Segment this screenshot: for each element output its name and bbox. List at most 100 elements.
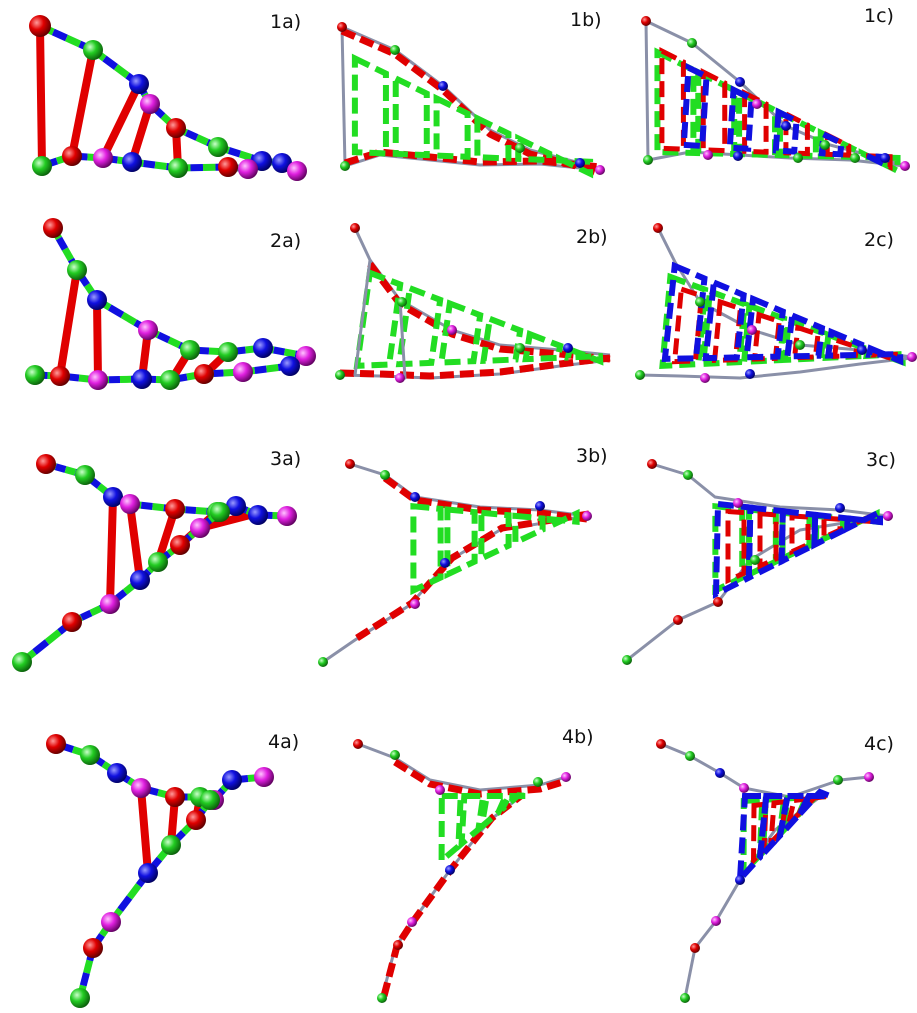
node-sphere [62, 146, 82, 166]
edge-segment [83, 959, 94, 974]
node-sphere [100, 594, 120, 614]
node-sphere [711, 916, 721, 926]
edge-segment [32, 639, 50, 655]
cell-outline [437, 299, 484, 366]
node-sphere [397, 297, 407, 307]
rod [56, 266, 81, 380]
panel-label-4c: 4c) [864, 733, 894, 755]
dashed-chain [367, 261, 611, 363]
node-sphere [713, 597, 723, 607]
panel-label-3b: 3b) [576, 445, 608, 467]
edge-segment [185, 129, 199, 141]
node-sphere [210, 502, 230, 522]
cell-outline [556, 153, 594, 179]
dashed-chain [355, 510, 590, 641]
node-sphere [186, 810, 206, 830]
cell-outline [791, 324, 821, 361]
node-sphere [850, 153, 860, 163]
edge-segment [71, 746, 83, 756]
edge-segment [156, 849, 168, 862]
edge-segment [55, 236, 69, 251]
node-sphere [595, 165, 605, 175]
node-sphere [36, 454, 56, 474]
node-sphere [445, 865, 455, 875]
node-sphere [745, 369, 755, 379]
node-sphere [93, 148, 113, 168]
edge-segment [154, 161, 167, 170]
node-sphere [46, 734, 66, 754]
node-sphere [715, 768, 725, 778]
edge-segment [199, 347, 210, 355]
node-sphere [673, 615, 683, 625]
edge-segment [78, 374, 89, 383]
node-sphere [287, 161, 307, 181]
cell-outline [767, 798, 789, 850]
node-sphere [447, 325, 457, 335]
cell-outline [671, 285, 705, 365]
cell-outline [661, 261, 708, 362]
edge-segment [157, 789, 168, 799]
node-sphere [238, 159, 258, 179]
node-sphere [337, 22, 347, 32]
edge-segment [283, 348, 296, 358]
node-sphere [377, 993, 387, 1003]
edge-segment [126, 883, 142, 900]
edge-segment [51, 28, 68, 42]
cell-outline [474, 113, 512, 162]
panel-2a [25, 218, 316, 390]
node-sphere [101, 912, 121, 932]
panel-4a [46, 734, 274, 1008]
panel-3b [318, 459, 592, 667]
node-sphere [438, 81, 448, 91]
node-sphere [907, 352, 917, 362]
node-sphere [410, 599, 420, 609]
edge-segment [156, 331, 171, 344]
cell-outline [478, 509, 512, 564]
node-sphere [43, 218, 63, 238]
node-sphere [233, 362, 253, 382]
node-sphere [733, 498, 743, 508]
edge-segment [273, 346, 286, 356]
node-sphere [148, 552, 168, 572]
node-sphere [795, 340, 805, 350]
panel-2b [335, 223, 611, 383]
node-sphere [685, 751, 695, 761]
node-sphere [87, 290, 107, 310]
rod [128, 100, 154, 166]
rod [340, 25, 347, 168]
panel-label-4a: 4a) [268, 731, 299, 753]
cell-outline [477, 793, 511, 835]
chain [357, 742, 567, 792]
edge-segment [195, 134, 209, 146]
node-sphere [390, 750, 400, 760]
node-sphere [138, 320, 158, 340]
node-sphere [222, 770, 242, 790]
panel-label-1c: 1c) [864, 5, 894, 27]
node-sphere [32, 156, 52, 176]
node-sphere [747, 325, 757, 335]
edge-segment [238, 150, 253, 161]
cell-outline [564, 345, 604, 366]
cell-outline [736, 87, 779, 159]
edge-segment [84, 283, 95, 295]
node-sphere [140, 94, 160, 114]
cell-outline [740, 301, 788, 366]
node-sphere [103, 487, 123, 507]
node-sphere [703, 150, 713, 160]
node-sphere [353, 739, 363, 749]
rod [353, 258, 372, 377]
panel-label-2a: 2a) [270, 230, 301, 252]
node-sphere [200, 790, 220, 810]
node-sphere [735, 77, 745, 87]
node-sphere [335, 370, 345, 380]
node-sphere [647, 459, 657, 469]
cell-outline [784, 311, 826, 360]
node-sphere [208, 137, 228, 157]
node-sphere [533, 777, 543, 787]
edge-segment [80, 609, 93, 621]
edge-segment [113, 64, 130, 79]
edge-segment [143, 160, 156, 169]
cell-outline [410, 503, 444, 596]
node-sphere [739, 783, 749, 793]
node-sphere [70, 988, 90, 1008]
